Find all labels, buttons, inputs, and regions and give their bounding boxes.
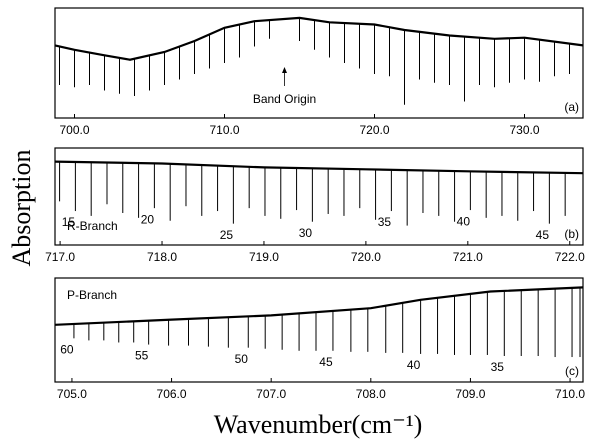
x-tick-label: 700.0 <box>59 123 89 137</box>
line-label: 50 <box>235 352 249 366</box>
line-label: 25 <box>220 228 234 242</box>
line-label: 20 <box>141 212 155 226</box>
panel-label: (c) <box>565 364 579 378</box>
branch-label: P-Branch <box>67 288 117 302</box>
x-tick-label: 710.0 <box>555 387 585 401</box>
x-tick-label: 730.0 <box>509 123 539 137</box>
x-tick-label: 721.0 <box>453 250 483 264</box>
arrow-head <box>282 67 287 73</box>
x-tick-label: 708.0 <box>356 387 386 401</box>
y-axis-label: Absorption <box>7 150 36 267</box>
line-label: 40 <box>407 358 421 372</box>
x-tick-label: 706.0 <box>157 387 187 401</box>
x-tick-label: 719.0 <box>249 250 279 264</box>
x-tick-label: 718.0 <box>147 250 177 264</box>
panel-frame <box>54 7 584 119</box>
spectrum-baseline <box>54 286 584 326</box>
x-axis-label: Wavenumber(cm⁻¹) <box>214 410 423 439</box>
line-label: 60 <box>60 342 74 356</box>
x-tick-label: 722.0 <box>555 250 585 264</box>
x-tick-label: 707.0 <box>256 387 286 401</box>
panel-frame <box>54 147 584 246</box>
x-tick-label: 710.0 <box>209 123 239 137</box>
line-label: 35 <box>491 360 505 374</box>
spectrum-baseline <box>54 16 584 61</box>
line-label: 30 <box>299 226 313 240</box>
spectrum-baseline <box>54 160 584 175</box>
panel-frame <box>54 277 584 383</box>
line-label: 45 <box>319 355 333 369</box>
x-tick-label: 705.0 <box>57 387 87 401</box>
x-tick-label: 709.0 <box>455 387 485 401</box>
branch-label: R-Branch <box>67 219 118 233</box>
line-label: 45 <box>536 228 550 242</box>
panel-label: (a) <box>564 100 579 114</box>
annotation: Band Origin <box>253 92 316 106</box>
x-tick-label: 720.0 <box>351 250 381 264</box>
panel-label: (b) <box>564 227 579 241</box>
line-label: 55 <box>135 349 149 363</box>
x-tick-label: 717.0 <box>45 250 75 264</box>
line-label: 35 <box>378 215 392 229</box>
line-label: 15 <box>62 215 76 229</box>
line-label: 40 <box>457 214 471 228</box>
x-tick-label: 720.0 <box>359 123 389 137</box>
